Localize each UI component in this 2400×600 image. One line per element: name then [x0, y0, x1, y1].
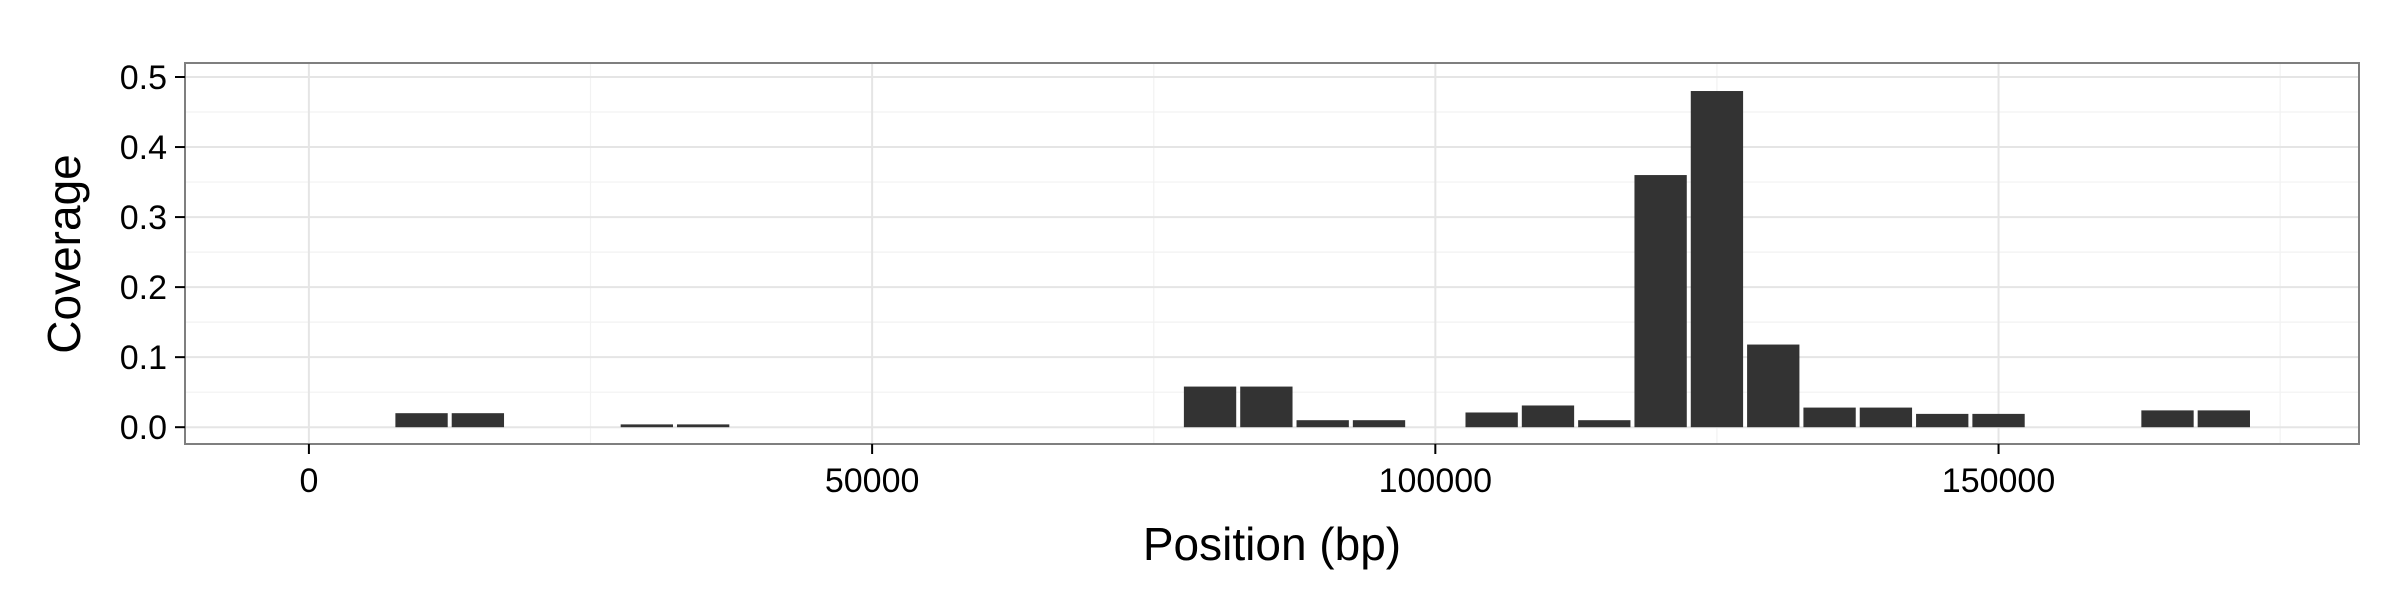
bar	[1296, 420, 1349, 428]
plot-panel-background	[185, 63, 2359, 444]
bar	[1859, 407, 1913, 428]
bar	[1521, 405, 1575, 428]
y-tick-label: 0.2	[120, 269, 167, 307]
y-tick-label: 0.0	[120, 409, 167, 447]
x-tick-label: 0	[299, 462, 318, 500]
x-tick-label: 50000	[825, 462, 920, 500]
bar	[2141, 410, 2194, 428]
bar	[1916, 413, 1969, 428]
plot-panel-border	[184, 62, 2360, 445]
y-axis: 0.0 0.1 0.2 0.3 0.4 0.5	[120, 59, 185, 447]
bar	[395, 413, 448, 428]
x-axis: 0 50000 100000 150000	[299, 444, 2055, 500]
bar	[1578, 420, 1631, 428]
bar	[1634, 175, 1687, 428]
x-axis-title: Position (bp)	[1143, 518, 1401, 570]
y-tick-label: 0.1	[120, 339, 167, 377]
bar	[451, 413, 505, 428]
bar	[1240, 386, 1293, 428]
bar	[1747, 344, 1800, 428]
x-tick-label: 100000	[1379, 462, 1492, 500]
bar	[1690, 91, 1744, 428]
y-tick-label: 0.3	[120, 199, 167, 237]
bar	[620, 424, 673, 428]
y-axis-title: Coverage	[38, 154, 90, 353]
bar	[1352, 420, 1406, 428]
y-tick-label: 0.5	[120, 59, 167, 97]
bar	[2197, 410, 2250, 428]
bar	[1972, 413, 2025, 428]
bar	[1183, 386, 1237, 428]
y-tick-label: 0.4	[120, 129, 167, 167]
bar	[1465, 412, 1518, 428]
bar	[1803, 407, 1856, 428]
bar	[676, 424, 730, 428]
bars-group	[395, 91, 2250, 428]
x-tick-label: 150000	[1942, 462, 2055, 500]
